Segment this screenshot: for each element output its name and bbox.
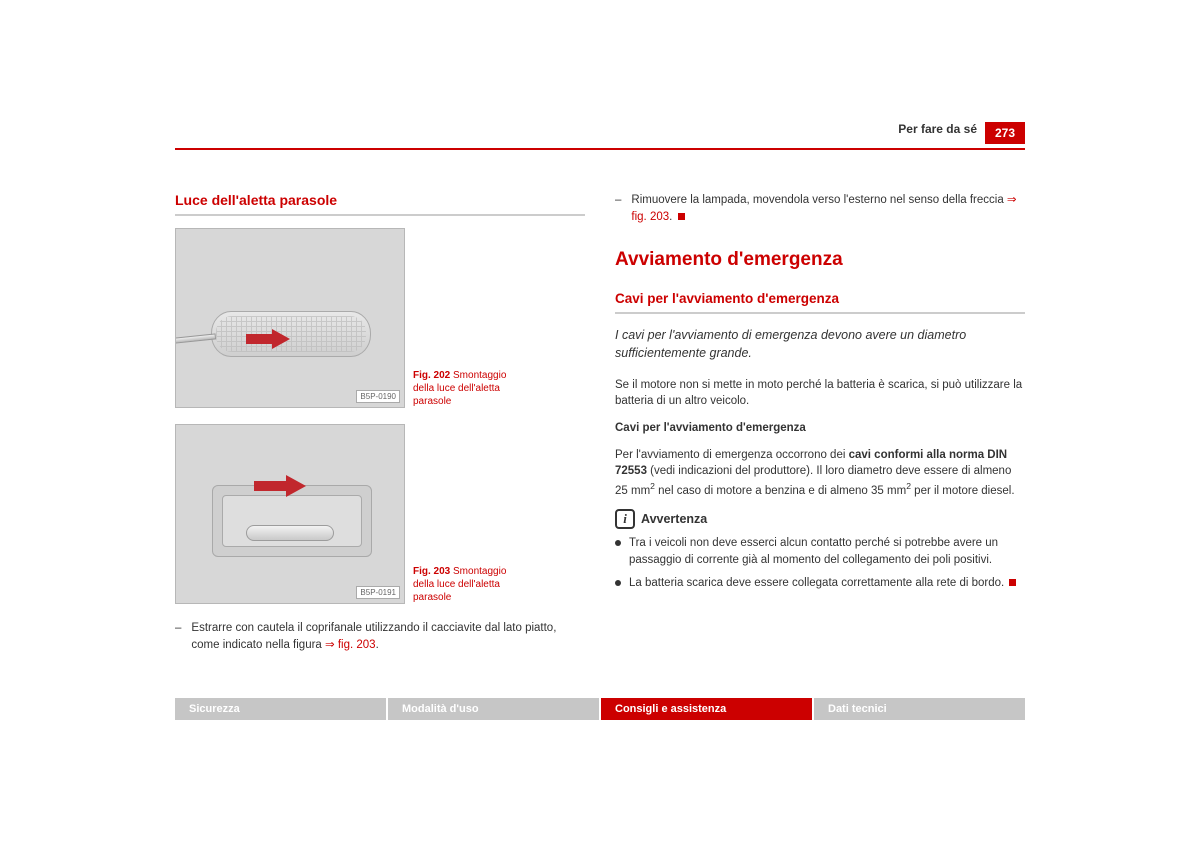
figure-202-row: B5P-0190 Fig. 202 Smontaggio della luce … [175, 228, 585, 408]
fig202-screwdriver-shape [175, 333, 216, 346]
bullet-icon [615, 540, 621, 546]
fig-ref: fig. 203 [325, 639, 376, 651]
heading-rule [175, 214, 585, 216]
subheading: Cavi per l'avviamento d'emergenza [615, 291, 1025, 306]
fig203-bulb-shape [246, 525, 334, 541]
note-bullet-2: La batteria scarica deve essere collegat… [615, 575, 1025, 592]
paragraph-2-title: Cavi per l'avviamento d'emergenza [615, 420, 1025, 437]
fig202-caption-label: Fig. 202 [413, 370, 453, 381]
lead-paragraph: I cavi per l'avviamento di emergenza dev… [615, 326, 1025, 362]
page-header: Per fare da sé 273 [175, 128, 1025, 150]
info-icon: i [615, 509, 635, 529]
tab-modalita-uso[interactable]: Modalità d'uso [388, 698, 599, 720]
bullet-icon [615, 580, 621, 586]
step-1: – Estrarre con cautela il coprifanale ut… [175, 620, 585, 653]
step-2: – Rimuovere la lampada, movendola verso … [615, 192, 1025, 225]
fig202-caption: Fig. 202 Smontaggio della luce dell'alet… [413, 369, 523, 408]
note-bullet-1: Tra i veicoli non deve esserci alcun con… [615, 535, 1025, 568]
header-rule [175, 148, 1025, 150]
manual-page: Per fare da sé 273 Luce dell'aletta para… [0, 0, 1200, 848]
paragraph-1: Se il motore non si mette in moto perché… [615, 377, 1025, 410]
dash-marker: – [615, 192, 621, 225]
dash-marker: – [175, 620, 181, 653]
fig202-arrow-icon [246, 329, 292, 349]
fig203-caption-label: Fig. 203 [413, 566, 453, 577]
end-marker-icon [1009, 579, 1016, 586]
fig203-arrow-icon [254, 475, 310, 497]
footer-tabs: Sicurezza Modalità d'uso Consigli e assi… [175, 698, 1025, 720]
tab-consigli-assistenza[interactable]: Consigli e assistenza [601, 698, 812, 720]
note-heading: i Avvertenza [615, 509, 1025, 529]
section-title: Per fare da sé [898, 122, 977, 136]
subheading-rule [615, 312, 1025, 314]
step-1-text: Estrarre con cautela il coprifanale util… [191, 620, 585, 653]
fig203-tag: B5P-0191 [356, 586, 400, 599]
figure-203: B5P-0191 [175, 424, 405, 604]
tab-sicurezza[interactable]: Sicurezza [175, 698, 386, 720]
end-marker-icon [678, 213, 685, 220]
figure-203-row: B5P-0191 Fig. 203 Smontaggio della luce … [175, 424, 585, 604]
fig202-tag: B5P-0190 [356, 390, 400, 403]
note-heading-text: Avvertenza [641, 512, 707, 526]
figure-202: B5P-0190 [175, 228, 405, 408]
tab-dati-tecnici[interactable]: Dati tecnici [814, 698, 1025, 720]
section-heading: Avviamento d'emergenza [615, 249, 1025, 271]
left-column: Luce dell'aletta parasole B5P-0190 Fig. … [175, 192, 585, 678]
fig203-caption: Fig. 203 Smontaggio della luce dell'alet… [413, 565, 523, 604]
page-number: 273 [985, 122, 1025, 144]
step-2-text: Rimuovere la lampada, movendola verso l'… [631, 192, 1025, 225]
left-heading: Luce dell'aletta parasole [175, 192, 585, 208]
note-2-text: La batteria scarica deve essere collegat… [629, 575, 1016, 592]
right-column: – Rimuovere la lampada, movendola verso … [615, 192, 1025, 678]
note-1-text: Tra i veicoli non deve esserci alcun con… [629, 535, 1025, 568]
paragraph-2: Per l'avviamento di emergenza occorrono … [615, 447, 1025, 500]
content-columns: Luce dell'aletta parasole B5P-0190 Fig. … [175, 192, 1025, 678]
